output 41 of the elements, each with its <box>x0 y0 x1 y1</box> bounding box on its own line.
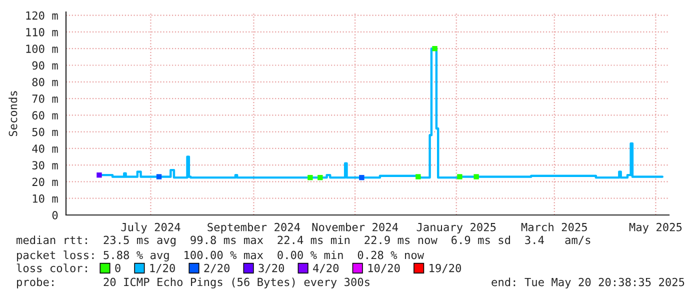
legend-label: 10/20 <box>368 264 400 274</box>
point <box>308 174 313 180</box>
y-tick-label: 90 m <box>32 61 58 70</box>
y-tick-label: 30 m <box>32 161 58 170</box>
legend-label: 3/20 <box>258 264 284 274</box>
point <box>416 174 421 180</box>
legend-title: loss color: <box>16 264 87 272</box>
text: probe: 20 ICMP Echo Pings (56 Bytes) every 300s <box>17 278 370 288</box>
point <box>474 174 479 180</box>
x-tick-label: January 2025 <box>416 222 496 234</box>
text: median rtt: 23.5 ms avg 99.8 ms max 22.4 ms min 22.9 ms now 6.9 ms sd 3.4 am/s <box>16 236 590 246</box>
x-tick-label: July 2024 <box>121 222 180 234</box>
y-tick-label: 10 m <box>32 194 58 203</box>
point <box>359 174 364 180</box>
point <box>457 174 462 180</box>
y-tick-label: 50 m <box>32 128 58 136</box>
y-tick-label: 110 m <box>26 28 58 36</box>
point <box>432 46 438 52</box>
x-tick-label: May 2025 <box>629 222 682 234</box>
legend-label: 19/20 <box>430 264 461 274</box>
y-tick-label: 60 m <box>32 111 58 120</box>
legend-label: 4/20 <box>313 264 339 274</box>
x-tick-label: September 2024 <box>208 222 300 234</box>
text: packet loss: 5.88 % avg 100.00 % max 0.00 % min 0.28 % now <box>17 250 424 262</box>
legend-label: 0 <box>115 264 120 272</box>
x-tick-label: March 2025 <box>521 222 587 232</box>
point <box>96 172 102 178</box>
y-axis-title: Seconds <box>8 91 18 136</box>
y-tick-label: 120 m <box>26 11 58 20</box>
y-tick-label: 40 m <box>32 144 58 153</box>
y-tick-label: 100 m <box>26 44 58 54</box>
legend-label: 2/20 <box>204 264 230 274</box>
point <box>156 174 162 180</box>
text: end: Tue May 20 20:38:35 2025 <box>492 278 684 288</box>
y-tick-label: 70 m <box>32 94 58 103</box>
legend-label: 1/20 <box>150 264 175 274</box>
x-tick-label: November 2024 <box>312 222 398 232</box>
point <box>318 174 323 180</box>
y-tick-label: 80 m <box>32 78 58 86</box>
y-tick-label: 20 m <box>32 178 58 186</box>
y-tick-label: 0 <box>52 211 58 220</box>
